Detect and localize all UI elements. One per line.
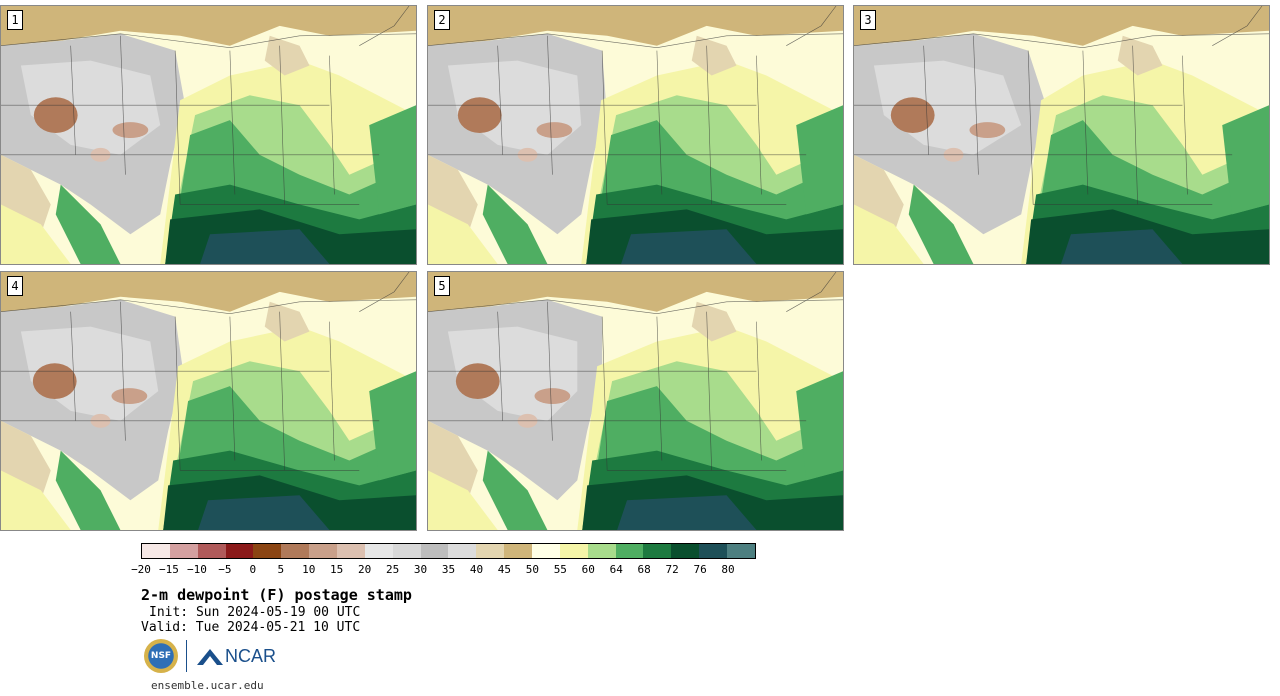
colorbar-tick-label: 55 bbox=[553, 563, 567, 576]
dewpoint-map-2 bbox=[428, 6, 843, 264]
colorbar-swatch bbox=[699, 544, 728, 558]
dewpoint-map-3 bbox=[854, 6, 1269, 264]
logo-divider bbox=[186, 640, 187, 672]
ncar-mark-icon bbox=[197, 649, 223, 665]
colorbar-swatch bbox=[532, 544, 560, 558]
colorbar-tick-label: −10 bbox=[186, 563, 207, 576]
colorbar-swatch bbox=[587, 544, 616, 558]
colorbar-swatch bbox=[643, 544, 672, 558]
colorbar-swatch bbox=[253, 544, 282, 558]
colorbar-tick-label: 60 bbox=[581, 563, 595, 576]
colorbar-tick-label: 68 bbox=[637, 563, 651, 576]
map-panel-1: 1 bbox=[0, 5, 417, 265]
colorbar-tick-label: −20 bbox=[131, 563, 151, 576]
dewpoint-map-5 bbox=[428, 272, 843, 530]
website-url: ensemble.ucar.edu bbox=[151, 679, 264, 692]
panel-number-3: 3 bbox=[860, 10, 876, 30]
logos: NSF NCAR bbox=[144, 638, 276, 674]
colorbar-swatch bbox=[364, 544, 393, 558]
figure-title: 2-m dewpoint (F) postage stamp bbox=[141, 586, 412, 604]
colorbar-swatch bbox=[448, 544, 477, 558]
colorbar-swatch bbox=[615, 544, 644, 558]
colorbar-swatch bbox=[727, 544, 755, 558]
init-time: Init: Sun 2024-05-19 00 UTC bbox=[149, 605, 361, 620]
map-panel-4: 4 bbox=[0, 271, 417, 531]
colorbar-tick-label: 80 bbox=[721, 563, 735, 576]
nsf-logo: NSF bbox=[144, 639, 178, 673]
colorbar-swatch bbox=[559, 544, 588, 558]
dewpoint-map-4 bbox=[1, 272, 416, 530]
colorbar-ticks: −20 −15 −10 −5 0 5 10 15 20 25 30 35 40 45 50 55 60 64 68 7… bbox=[0, 563, 800, 577]
map-panel-3: 3 bbox=[853, 5, 1270, 265]
colorbar-tick-label: 64 bbox=[609, 563, 623, 576]
colorbar-swatch bbox=[420, 544, 449, 558]
colorbar-swatch bbox=[169, 544, 198, 558]
colorbar-tick-label: 35 bbox=[441, 563, 456, 576]
ncar-logo: NCAR bbox=[197, 646, 276, 667]
dewpoint-map-1 bbox=[1, 6, 416, 264]
colorbar-tick-label: −5 bbox=[218, 563, 232, 576]
colorbar-tick-label: 72 bbox=[665, 563, 679, 576]
colorbar-tick-label: 45 bbox=[497, 563, 512, 576]
colorbar-swatch bbox=[197, 544, 226, 558]
panel-number-4: 4 bbox=[7, 276, 23, 296]
colorbar-swatch bbox=[142, 544, 170, 558]
map-panel-2: 2 bbox=[427, 5, 844, 265]
colorbar-tick-label: 10 bbox=[302, 563, 316, 576]
colorbar-tick-label: 0 bbox=[249, 563, 257, 576]
colorbar-swatch bbox=[392, 544, 421, 558]
panel-number-1: 1 bbox=[7, 10, 23, 30]
colorbar-tick-label: 40 bbox=[469, 563, 484, 576]
colorbar-swatch bbox=[504, 544, 533, 558]
colorbar bbox=[141, 543, 756, 559]
colorbar-swatch bbox=[337, 544, 365, 558]
valid-time: Valid: Tue 2024-05-21 10 UTC bbox=[141, 620, 361, 635]
colorbar-swatch bbox=[671, 544, 700, 558]
panel-number-2: 2 bbox=[434, 10, 450, 30]
colorbar-tick-label: 50 bbox=[525, 563, 539, 576]
colorbar-swatch bbox=[476, 544, 505, 558]
colorbar-tick-label: −15 bbox=[159, 563, 179, 576]
colorbar-tick-label: 15 bbox=[330, 563, 344, 576]
colorbar-swatch bbox=[225, 544, 254, 558]
colorbar-tick-label: 30 bbox=[413, 563, 428, 576]
colorbar-tick-label: 5 bbox=[277, 563, 285, 576]
map-panel-5: 5 bbox=[427, 271, 844, 531]
colorbar-swatch bbox=[281, 544, 310, 558]
colorbar-tick-label: 25 bbox=[385, 563, 400, 576]
colorbar-swatch bbox=[309, 544, 338, 558]
panel-number-5: 5 bbox=[434, 276, 450, 296]
colorbar-tick-label: 76 bbox=[693, 563, 707, 576]
colorbar-tick-label: 20 bbox=[358, 563, 372, 576]
